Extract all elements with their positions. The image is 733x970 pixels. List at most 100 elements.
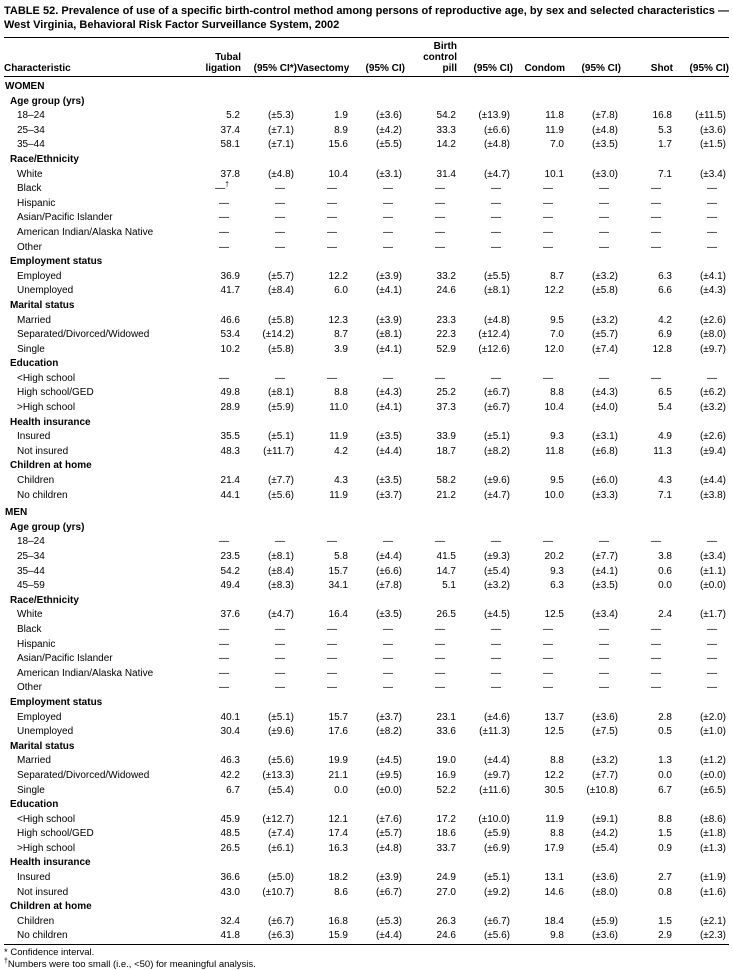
value-cell: 35.5 — [220, 431, 240, 443]
row-label: Other — [17, 241, 43, 253]
value-cell: — — [435, 536, 445, 548]
value-cell: 6.3 — [658, 270, 672, 282]
ci-cell: (±4.5) — [375, 755, 402, 767]
ci-cell: (±6.8) — [591, 445, 618, 457]
ci-cell: (±5.8) — [591, 285, 618, 297]
ci-cell: — — [599, 241, 609, 253]
ci-cell: (±4.3) — [699, 285, 726, 297]
ci-cell: (±8.1) — [267, 387, 294, 399]
ci-cell: (±4.8) — [483, 139, 510, 151]
ci-cell: — — [383, 667, 393, 679]
table-row: Hispanic — — — — — — — — — — — [4, 197, 729, 212]
value-cell: 1.5 — [658, 828, 672, 840]
ci-cell: (±3.2) — [699, 402, 726, 414]
footnote: †Numbers were too small (i.e., <50) for … — [4, 957, 256, 970]
value-cell: 16.8 — [328, 915, 348, 927]
value-cell: 6.7 — [658, 784, 672, 796]
row-label: WOMEN — [5, 81, 45, 92]
value-cell: 37.4 — [220, 124, 240, 136]
ci-cell: (±12.4) — [478, 329, 510, 341]
ci-cell: — — [275, 241, 285, 253]
value-cell: — — [435, 667, 445, 679]
ci-cell: — — [275, 372, 285, 384]
ci-cell: — — [491, 536, 501, 548]
ci-cell: (±10.8) — [586, 784, 618, 796]
ci-cell: — — [707, 241, 717, 253]
table-row: <High school 45.9 (±12.7) 12.1 (±7.6) 17.2 (±1… — [4, 813, 729, 828]
row-label: Asian/Pacific Islander — [17, 653, 113, 665]
ci-cell: (±3.8) — [699, 489, 726, 501]
column-header-condom-ci: (95% CI) — [565, 37, 621, 77]
row-label: Employment status — [10, 696, 103, 708]
ci-cell: (±3.6) — [591, 930, 618, 942]
ci-cell: — — [383, 226, 393, 238]
ci-cell: (±8.3) — [267, 580, 294, 592]
value-cell: — — [543, 226, 553, 238]
ci-cell: (±8.4) — [267, 565, 294, 577]
value-cell: 1.7 — [658, 139, 672, 151]
value-cell: 8.7 — [334, 329, 348, 341]
ci-cell: — — [275, 197, 285, 209]
row-label: Single — [17, 784, 45, 796]
ci-cell: (±3.1) — [375, 168, 402, 180]
row-label: >High school — [17, 402, 76, 414]
row-label: <High school — [17, 813, 76, 825]
ci-cell: — — [491, 372, 501, 384]
table-header: Characteristic Tubal ligation (95% CI*) Vase… — [4, 37, 729, 77]
value-cell: 27.0 — [436, 886, 456, 898]
ci-cell: (±3.6) — [699, 124, 726, 136]
value-cell: — — [435, 682, 445, 694]
value-cell: 11.9 — [545, 813, 564, 825]
value-cell: 36.9 — [220, 270, 240, 282]
value-cell: 37.3 — [436, 402, 456, 414]
value-cell: 12.3 — [328, 314, 348, 326]
ci-cell: — — [383, 197, 393, 209]
value-cell: 13.1 — [544, 872, 564, 884]
row-label: Not insured — [17, 886, 69, 898]
ci-cell: (±11.5) — [695, 110, 726, 122]
ci-cell: (±5.9) — [483, 828, 510, 840]
ci-cell: (±3.5) — [375, 431, 402, 443]
column-header-vasectomy: Vasectomy — [297, 37, 349, 77]
value-cell: — — [543, 667, 553, 679]
value-cell: 33.6 — [436, 726, 456, 738]
ci-cell: (±9.4) — [699, 445, 726, 457]
ci-cell: (±3.9) — [375, 872, 402, 884]
value-cell: 10.4 — [544, 402, 564, 414]
prevalence-table: Characteristic Tubal ligation (95% CI*) Vase… — [4, 37, 729, 946]
ci-cell: (±0.0) — [699, 769, 726, 781]
row-label: Education — [10, 358, 59, 370]
value-cell: 4.3 — [658, 475, 672, 487]
table-row: Insured 35.5 (±5.1) 11.9 (±3.5) 33.9 (±5.1) 9.3… — [4, 430, 729, 445]
column-header-shot-ci: (95% CI) — [673, 37, 729, 77]
value-cell: 43.0 — [220, 886, 240, 898]
value-cell: 2.4 — [658, 609, 672, 621]
ci-cell: (±6.6) — [483, 124, 510, 136]
value-cell: — — [435, 226, 445, 238]
value-cell: — — [543, 682, 553, 694]
value-cell: — — [327, 212, 337, 224]
value-cell: 2.8 — [658, 711, 672, 723]
ci-cell: (±5.1) — [267, 711, 294, 723]
ci-cell: (±5.1) — [483, 872, 510, 884]
ci-cell: (±8.1) — [375, 329, 402, 341]
value-cell: 36.6 — [220, 872, 240, 884]
value-cell: 23.3 — [436, 314, 456, 326]
value-cell: 8.8 — [334, 387, 348, 399]
ci-cell: — — [275, 623, 285, 635]
value-cell: — — [435, 241, 445, 253]
ci-cell: (±4.0) — [591, 402, 618, 414]
value-cell: — — [651, 372, 661, 384]
value-cell: 32.4 — [220, 915, 240, 927]
group-header-row: Marital status — [4, 740, 729, 755]
ci-cell: (±5.9) — [267, 402, 294, 414]
column-header-condom: Condom — [513, 37, 565, 77]
value-cell: 16.9 — [436, 769, 456, 781]
row-label: Children at home — [10, 460, 92, 472]
ci-cell: (±4.4) — [375, 930, 402, 942]
ci-cell: — — [707, 667, 717, 679]
value-cell: 21.2 — [436, 489, 456, 501]
ci-cell: (±7.7) — [591, 769, 618, 781]
value-cell: 48.5 — [220, 828, 240, 840]
ci-cell: (±6.7) — [483, 402, 510, 414]
